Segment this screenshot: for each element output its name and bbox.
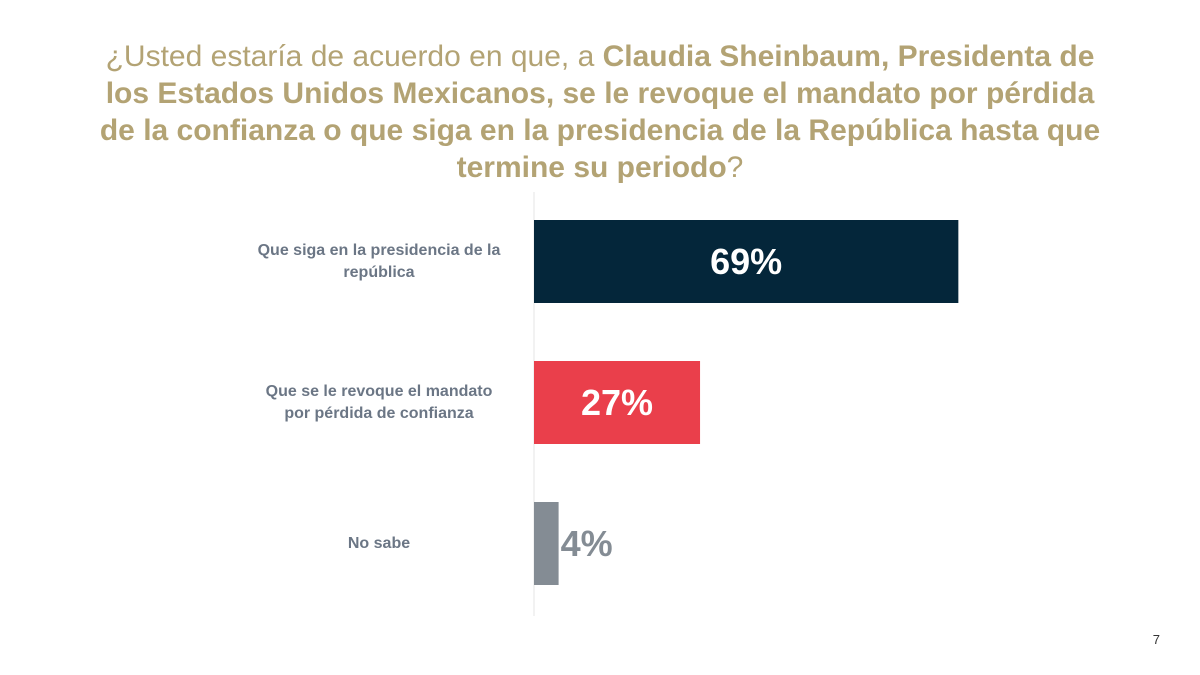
category-label-0-line-1: república — [343, 264, 414, 281]
category-label-0-line-0: Que siga en la presidencia de la — [258, 242, 501, 259]
category-label-0: Que siga en la presidencia de la repúblic… — [258, 242, 501, 281]
title-bold: Claudia Sheinbaum, Presidenta de los Est… — [99, 40, 1101, 184]
chart-title: ¿Usted estaría de acuerdo en que, a Clau… — [90, 38, 1110, 186]
data-label-2: 4% — [561, 523, 613, 564]
bar-0 — [534, 220, 959, 303]
page-number: 7 — [1152, 632, 1160, 647]
category-label-2: No sabe — [348, 535, 410, 552]
title-intro: ¿Usted estaría de acuerdo en que, a — [105, 40, 603, 73]
bar-2 — [534, 502, 559, 585]
category-label-1-line-1: por pérdida de confianza — [284, 405, 473, 422]
data-label-1: 27% — [581, 382, 653, 423]
data-label-0: 69% — [710, 241, 782, 282]
category-label-2-line-0: No sabe — [348, 535, 410, 552]
title-end: ? — [726, 151, 744, 184]
category-label-1-line-0: Que se le revoque el mandato — [266, 383, 493, 400]
bar-1 — [534, 361, 701, 444]
category-label-1: Que se le revoque el mandato por pérdida … — [266, 383, 493, 422]
